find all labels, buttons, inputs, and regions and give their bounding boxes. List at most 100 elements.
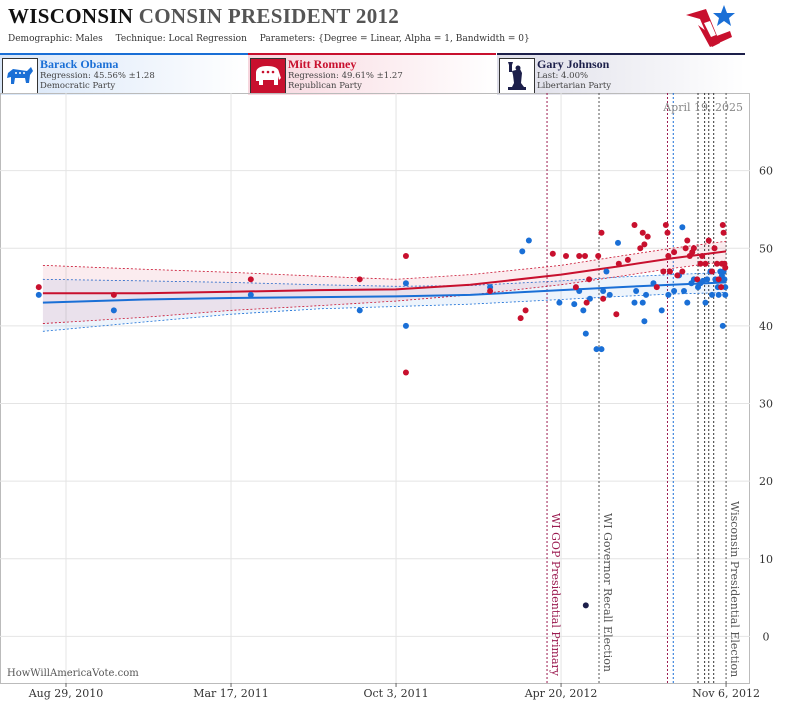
- candidate-last: Last: 4.00%: [537, 71, 589, 81]
- event-label: Wisconsin Presidential Election: [728, 501, 741, 677]
- candidate-regression: Regression: 49.61% ±1.27: [288, 71, 403, 81]
- parameters-text: Parameters: {Degree = Linear, Alpha = 1,…: [259, 34, 530, 44]
- data-point: [598, 346, 605, 353]
- data-point: [658, 307, 665, 314]
- trend-line: [42, 250, 727, 295]
- confidence-band: [42, 272, 727, 332]
- data-point: [549, 250, 556, 257]
- data-point: [35, 291, 42, 298]
- title-state: WISCONSIN: [8, 4, 134, 28]
- data-point: [674, 272, 681, 279]
- data-point: [598, 229, 605, 236]
- data-point: [641, 241, 648, 248]
- data-point: [682, 245, 689, 252]
- band-upper-line: [42, 240, 727, 280]
- demographic-text: Demographic: Males: [8, 34, 103, 44]
- data-point: [722, 291, 729, 298]
- data-point: [679, 268, 686, 275]
- elephant-icon: [250, 58, 286, 94]
- data-point: [582, 330, 589, 337]
- data-point: [713, 260, 720, 267]
- data-point: [556, 299, 563, 306]
- data-point: [653, 284, 660, 291]
- data-point: [660, 268, 667, 275]
- candidate-name: Barack Obama: [40, 57, 119, 71]
- flag-star-logo-icon: [686, 5, 735, 47]
- data-point: [595, 253, 602, 260]
- data-point: [633, 287, 640, 294]
- data-point: [615, 260, 622, 267]
- data-point: [639, 229, 646, 236]
- data-point: [719, 322, 726, 329]
- trend-lines: [42, 250, 727, 304]
- data-point: [684, 299, 691, 306]
- data-point: [110, 307, 117, 314]
- y-tick-label: 50: [759, 242, 773, 255]
- data-point: [487, 287, 494, 294]
- data-point: [614, 239, 621, 246]
- data-point: [694, 276, 701, 283]
- data-point: [665, 253, 672, 260]
- data-point: [631, 221, 638, 228]
- data-point: [666, 268, 673, 275]
- data-point: [722, 264, 729, 271]
- donkey-icon: [2, 58, 38, 94]
- data-point: [722, 284, 729, 291]
- data-point: [697, 260, 704, 267]
- candidate-regression: Regression: 45.56% ±1.28: [40, 71, 155, 81]
- candidate-romney: Mitt Romney Regression: 49.61% ±1.27 Rep…: [248, 53, 496, 95]
- data-point: [517, 315, 524, 322]
- candidate-name: Mitt Romney: [288, 57, 357, 71]
- data-point: [600, 287, 607, 294]
- data-point: [624, 256, 631, 263]
- data-point: [699, 253, 706, 260]
- y-tick-label: 20: [759, 475, 773, 488]
- candidate-party: Democratic Party: [40, 81, 116, 91]
- candidate-legend: Barack Obama Regression: 45.56% ±1.28 De…: [0, 53, 789, 95]
- data-point: [709, 268, 716, 275]
- data-point: [690, 245, 697, 252]
- data-point: [402, 253, 409, 260]
- data-point: [715, 276, 722, 283]
- data-point: [704, 276, 711, 283]
- data-point: [680, 287, 687, 294]
- gridlines: [0, 93, 750, 683]
- data-point: [643, 291, 650, 298]
- data-point: [583, 299, 590, 306]
- data-point: [637, 245, 644, 252]
- data-point: [665, 291, 672, 298]
- band-lower-line: [42, 261, 727, 324]
- data-point: [580, 307, 587, 314]
- data-point: [571, 301, 578, 308]
- data-point: [631, 299, 638, 306]
- band-upper-line: [42, 271, 727, 287]
- data-point: [247, 276, 254, 283]
- x-axis-ticks: Aug 29, 2010 Mar 17, 2011 Oct 3, 2011 Apr 2…: [28, 683, 760, 700]
- event-label: WI GOP Presidential Primary: [549, 513, 562, 677]
- y-tick-label: 40: [759, 320, 773, 333]
- data-point: [35, 284, 42, 291]
- liberty-statue-icon: [499, 58, 535, 94]
- event-lines: WI GOP Presidential Primary WI Governor R…: [546, 93, 741, 683]
- data-point: [402, 280, 409, 287]
- data-point: [600, 295, 607, 302]
- data-point: [613, 311, 620, 318]
- data-point: [563, 253, 570, 260]
- event-label: WI Governor Recall Election: [601, 513, 614, 672]
- candidate-johnson: Gary Johnson Last: 4.00% Libertarian Par…: [497, 53, 745, 95]
- data-point: [525, 237, 532, 244]
- site-credit: HowWillAmericaVote.com: [7, 668, 139, 679]
- data-point: [641, 318, 648, 325]
- data-point: [720, 229, 727, 236]
- data-point: [679, 224, 686, 231]
- data-point: [402, 369, 409, 376]
- y-tick-label: 0: [763, 630, 770, 643]
- data-point: [715, 291, 722, 298]
- data-point: [718, 284, 725, 291]
- data-point: [721, 276, 728, 283]
- candidate-party: Republican Party: [288, 81, 362, 91]
- data-point: [593, 346, 600, 353]
- date-stamp: April 19, 2025: [662, 101, 743, 114]
- candidate-name: Gary Johnson: [537, 57, 610, 71]
- data-point: [519, 248, 526, 255]
